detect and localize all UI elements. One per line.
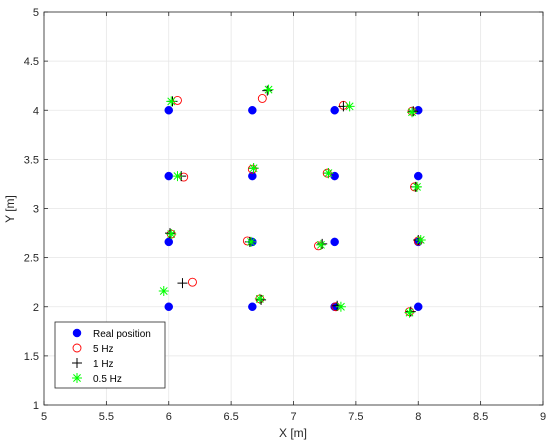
data-point	[164, 106, 173, 115]
data-point	[166, 229, 177, 240]
data-point	[407, 107, 418, 118]
legend-label: 1 Hz	[93, 359, 114, 370]
legend-label: Real position	[93, 329, 151, 340]
data-point	[179, 172, 189, 182]
data-point	[315, 239, 326, 250]
x-tick-label: 5.5	[99, 411, 114, 423]
x-tick-label: 8	[415, 411, 421, 423]
data-point	[164, 302, 173, 311]
x-tick-label: 8.5	[473, 411, 488, 423]
y-tick-label: 3	[33, 204, 39, 216]
legend-label: 0.5 Hz	[93, 374, 122, 385]
data-point	[414, 302, 423, 311]
data-point	[412, 181, 423, 192]
data-point	[330, 106, 339, 115]
legend-marker	[72, 343, 82, 353]
x-tick-label: 7.5	[348, 411, 363, 423]
y-tick-label: 4.5	[24, 56, 39, 68]
data-point	[172, 171, 183, 182]
x-tick-label: 9	[540, 411, 546, 423]
legend-marker	[72, 328, 82, 338]
data-point	[248, 106, 257, 115]
legend-marker	[72, 373, 82, 383]
x-axis-label: X [m]	[279, 426, 307, 440]
data-point	[254, 293, 265, 304]
data-point	[177, 278, 188, 289]
y-tick-label: 5	[33, 7, 39, 19]
data-point	[257, 94, 267, 103]
data-point	[404, 307, 415, 318]
legend: Real position 5 Hz 1 Hz 0.5 Hz	[54, 321, 166, 389]
data-point	[263, 84, 274, 95]
x-tick-label: 6.5	[223, 411, 238, 423]
series-0-5-hz	[158, 84, 426, 318]
y-axis-label: Y [m]	[3, 195, 17, 223]
data-point	[164, 237, 173, 247]
y-tick-label: 3.5	[24, 154, 39, 166]
y-tick-label: 1	[33, 400, 39, 412]
data-point	[414, 171, 423, 181]
data-point	[248, 302, 257, 311]
data-point	[335, 301, 346, 312]
data-point	[344, 101, 355, 112]
y-tick-label: 4	[33, 105, 39, 117]
data-point	[173, 95, 182, 105]
x-tick-label: 7	[290, 411, 296, 423]
data-point	[166, 96, 177, 107]
x-tick-label: 5	[41, 411, 47, 423]
data-point	[247, 164, 257, 174]
legend-label: 5 Hz	[93, 344, 114, 355]
data-point	[415, 234, 426, 245]
data-point	[188, 277, 197, 287]
data-point	[330, 171, 339, 181]
y-tick-label: 2.5	[24, 253, 39, 265]
data-point	[330, 237, 339, 247]
x-tick-label: 6	[166, 411, 172, 423]
data-point	[246, 236, 257, 247]
legend-marker	[72, 358, 82, 368]
data-point	[164, 171, 173, 181]
data-point	[248, 163, 259, 174]
data-point	[323, 168, 334, 179]
series-real-position	[164, 106, 423, 311]
y-tick-label: 2	[33, 302, 39, 314]
data-point	[248, 171, 257, 181]
data-point	[158, 286, 169, 297]
y-tick-label: 1.5	[24, 351, 39, 363]
